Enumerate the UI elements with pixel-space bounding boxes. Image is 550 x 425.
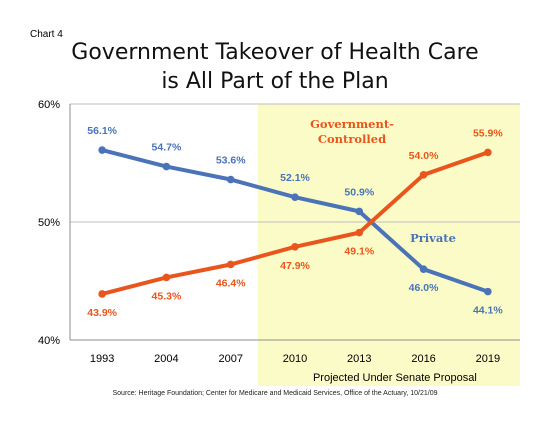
y-tick-label: 40% xyxy=(38,335,60,347)
private-data-point xyxy=(226,175,235,184)
chart-title-line-2: is All Part of the Plan xyxy=(161,69,389,94)
y-tick-label: 60% xyxy=(38,99,60,111)
chart-number-label: Chart 4 xyxy=(30,29,63,40)
private-data-point xyxy=(291,193,299,202)
government-data-point xyxy=(162,273,171,282)
government-data-point xyxy=(355,228,364,237)
x-tick-label: 2019 xyxy=(476,353,500,365)
y-tick-label: 50% xyxy=(38,217,60,229)
private-data-label: 50.9% xyxy=(344,186,374,198)
x-tick-label: 2007 xyxy=(218,353,242,365)
government-data-point xyxy=(226,260,235,269)
x-tick-label: 2016 xyxy=(411,353,435,365)
projection-region-label: Projected Under Senate Proposal xyxy=(313,372,477,384)
private-data-label: 52.1% xyxy=(280,172,310,184)
chart-title-line-1: Government Takeover of Health Care xyxy=(71,40,479,65)
source-note: Source: Heritage Foundation; Center for … xyxy=(112,390,438,397)
private-data-label: 46.0% xyxy=(409,282,439,294)
private-series-name: Private xyxy=(410,231,456,245)
government-data-label: 47.9% xyxy=(280,260,310,272)
x-tick-label: 2013 xyxy=(347,353,371,365)
x-tick-label: 2010 xyxy=(283,353,307,365)
government-data-point xyxy=(419,171,428,179)
private-data-point xyxy=(355,207,364,216)
government-data-point xyxy=(291,242,299,251)
private-data-label: 44.1% xyxy=(473,305,503,317)
private-data-point xyxy=(484,287,492,296)
government-data-label: 43.9% xyxy=(87,307,117,319)
government-series-name: Government- xyxy=(310,117,394,131)
government-data-label: 45.3% xyxy=(152,290,182,302)
government-series-name: Controlled xyxy=(318,132,386,146)
private-data-point xyxy=(162,162,171,171)
x-tick-label: 1993 xyxy=(90,353,114,365)
government-data-point xyxy=(98,290,106,298)
private-data-label: 53.6% xyxy=(216,155,246,167)
government-data-label: 54.0% xyxy=(409,150,439,162)
private-data-label: 54.7% xyxy=(152,142,182,154)
government-data-point xyxy=(484,148,492,157)
government-data-label: 46.4% xyxy=(216,277,246,289)
government-data-label: 55.9% xyxy=(473,127,503,139)
government-data-label: 49.1% xyxy=(344,246,374,258)
private-data-point xyxy=(419,265,428,274)
private-data-label: 56.1% xyxy=(87,125,117,137)
x-tick-label: 2004 xyxy=(154,353,178,365)
private-data-point xyxy=(98,146,106,154)
